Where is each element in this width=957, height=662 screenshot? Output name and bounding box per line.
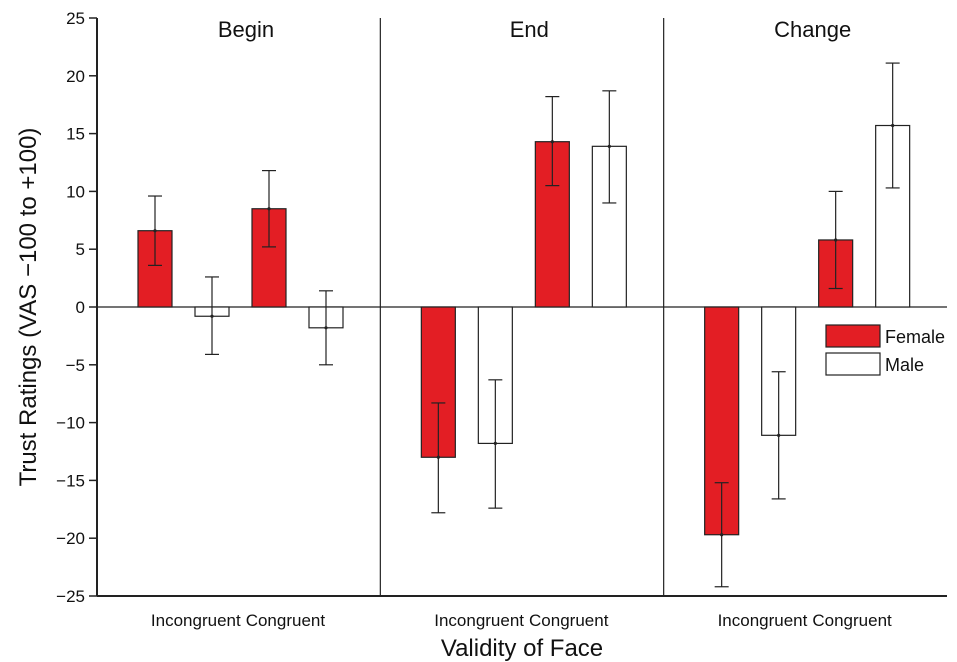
category-label: Incongruent — [434, 611, 524, 630]
legend: Female Male — [825, 324, 945, 376]
y-tick-label: 0 — [76, 298, 85, 317]
category-label: Incongruent — [718, 611, 808, 630]
legend-swatch-female — [825, 324, 881, 348]
y-tick-label: 15 — [66, 125, 85, 144]
panel-change: Change Incongruent Congruent — [704, 17, 911, 630]
mean-point — [324, 326, 328, 330]
mean-point — [891, 123, 895, 128]
mean-point — [720, 533, 724, 537]
y-tick-label: 5 — [76, 240, 85, 259]
panel-end: End Incongruent Congruent — [420, 17, 627, 630]
category-labels: Incongruent Congruent — [151, 611, 325, 630]
category-label: Congruent — [812, 611, 892, 630]
legend-label-female: Female — [885, 327, 945, 347]
y-tick-label: 10 — [66, 182, 85, 201]
y-tick-label: 25 — [66, 9, 85, 28]
legend-label-male: Male — [885, 355, 924, 375]
y-tick-label: −15 — [56, 471, 85, 490]
panel-dividers — [379, 18, 665, 596]
mean-point — [153, 229, 157, 233]
mean-point — [493, 441, 497, 446]
panel-title: Change — [774, 17, 851, 42]
mean-point — [607, 144, 611, 148]
y-tick-label: 20 — [66, 67, 85, 86]
bar-female-incongruent — [137, 230, 173, 308]
panel-title: End — [510, 17, 549, 42]
category-label: Congruent — [246, 611, 326, 630]
mean-point — [436, 455, 440, 459]
mean-point — [777, 433, 781, 437]
category-labels: Incongruent Congruent — [434, 611, 608, 630]
y-axis-ticks: 25 20 15 10 5 0 −5 −10 −15 −20 −25 — [56, 9, 97, 606]
mean-point — [550, 140, 554, 144]
mean-point — [834, 238, 838, 242]
y-tick-label: −25 — [56, 587, 85, 606]
y-tick-label: −5 — [66, 356, 85, 375]
panel-begin: Begin Incongruent Congruent — [137, 17, 344, 630]
x-axis-title: Validity of Face — [441, 635, 603, 662]
panel-title: Begin — [218, 17, 274, 42]
y-tick-label: −20 — [56, 529, 85, 548]
legend-swatch-male — [825, 352, 881, 376]
y-axis-title: Trust Ratings (VAS −100 to +100) — [15, 128, 42, 487]
category-labels: Incongruent Congruent — [718, 611, 892, 630]
category-label: Incongruent — [151, 611, 241, 630]
mean-point — [210, 314, 214, 318]
y-tick-label: −10 — [56, 414, 85, 433]
category-label: Congruent — [529, 611, 609, 630]
mean-point — [267, 207, 271, 211]
